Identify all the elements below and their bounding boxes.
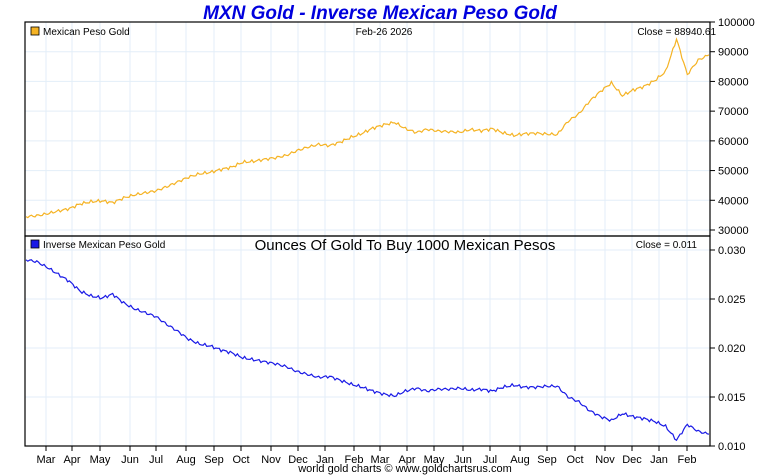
x-tick-label: Feb bbox=[345, 454, 364, 466]
x-tick-label: Sep bbox=[204, 454, 224, 466]
x-axis: Mar Apr May Jun Jul Aug Sep Oct Nov Dec Jan Feb Mar A… bbox=[37, 446, 697, 466]
x-tick-label: Nov bbox=[261, 454, 281, 466]
y-tick-label: 0.015 bbox=[718, 392, 746, 404]
y-tick-label: 50000 bbox=[718, 166, 749, 178]
top-y-axis: 100000 90000 80000 70000 60000 50000 40000 3000… bbox=[710, 17, 755, 237]
y-tick-label: 0.025 bbox=[718, 294, 746, 306]
y-tick-label: 100000 bbox=[718, 17, 755, 29]
x-tick-label: Jul bbox=[483, 454, 497, 466]
y-tick-label: 30000 bbox=[718, 225, 749, 237]
legend-swatch-inverse bbox=[30, 239, 40, 249]
x-tick-label: Sep bbox=[537, 454, 557, 466]
y-tick-label: 0.030 bbox=[718, 245, 746, 257]
date-label: Feb-26 2026 bbox=[356, 27, 413, 38]
x-tick-label: Feb bbox=[678, 454, 697, 466]
close-label-gold: Close = 88940.61 bbox=[637, 27, 716, 38]
x-tick-label: Jan bbox=[650, 454, 668, 466]
bottom-y-axis: 0.030 0.025 0.020 0.015 0.010 bbox=[710, 245, 746, 453]
x-tick-label: May bbox=[90, 454, 111, 466]
legend-label-inverse: Inverse Mexican Peso Gold bbox=[43, 240, 165, 251]
x-tick-label: Aug bbox=[176, 454, 196, 466]
x-tick-label: Jul bbox=[149, 454, 163, 466]
x-tick-label: Aug bbox=[510, 454, 530, 466]
x-tick-label: Dec bbox=[288, 454, 308, 466]
footer-credit: world gold charts © www.goldchartsrus.co… bbox=[297, 463, 512, 475]
top-panel-frame bbox=[24, 21, 711, 237]
y-tick-label: 80000 bbox=[718, 76, 749, 88]
bottom-panel-grid bbox=[25, 236, 710, 446]
bottom-panel-title: Ounces Of Gold To Buy 1000 Mexican Pesos bbox=[255, 237, 556, 254]
x-tick-label: Apr bbox=[398, 454, 415, 466]
x-tick-label: Jan bbox=[316, 454, 334, 466]
x-tick-label: Apr bbox=[63, 454, 80, 466]
x-tick-label: Nov bbox=[595, 454, 615, 466]
y-tick-label: 90000 bbox=[718, 47, 749, 59]
x-tick-label: Mar bbox=[371, 454, 390, 466]
y-tick-label: 70000 bbox=[718, 106, 749, 118]
y-tick-label: 0.020 bbox=[718, 343, 746, 355]
x-tick-label: Jun bbox=[454, 454, 472, 466]
x-tick-label: Mar bbox=[37, 454, 56, 466]
legend-swatch-gold bbox=[30, 26, 40, 36]
bottom-panel-frame bbox=[24, 235, 711, 447]
x-tick-label: Oct bbox=[232, 454, 249, 466]
chart-title: MXN Gold - Inverse Mexican Peso Gold bbox=[203, 3, 557, 24]
gold-price-line bbox=[25, 37, 710, 219]
y-tick-label: 0.010 bbox=[718, 441, 746, 453]
inverse-line bbox=[25, 259, 710, 442]
y-tick-label: 40000 bbox=[718, 195, 749, 207]
y-tick-label: 60000 bbox=[718, 136, 749, 148]
legend-label-gold: Mexican Peso Gold bbox=[43, 27, 130, 38]
top-panel-grid bbox=[25, 22, 710, 236]
x-tick-label: Oct bbox=[566, 454, 583, 466]
x-tick-label: Jun bbox=[121, 454, 139, 466]
close-label-inverse: Close = 0.011 bbox=[636, 240, 698, 251]
x-tick-label: May bbox=[424, 454, 445, 466]
x-tick-label: Dec bbox=[622, 454, 642, 466]
